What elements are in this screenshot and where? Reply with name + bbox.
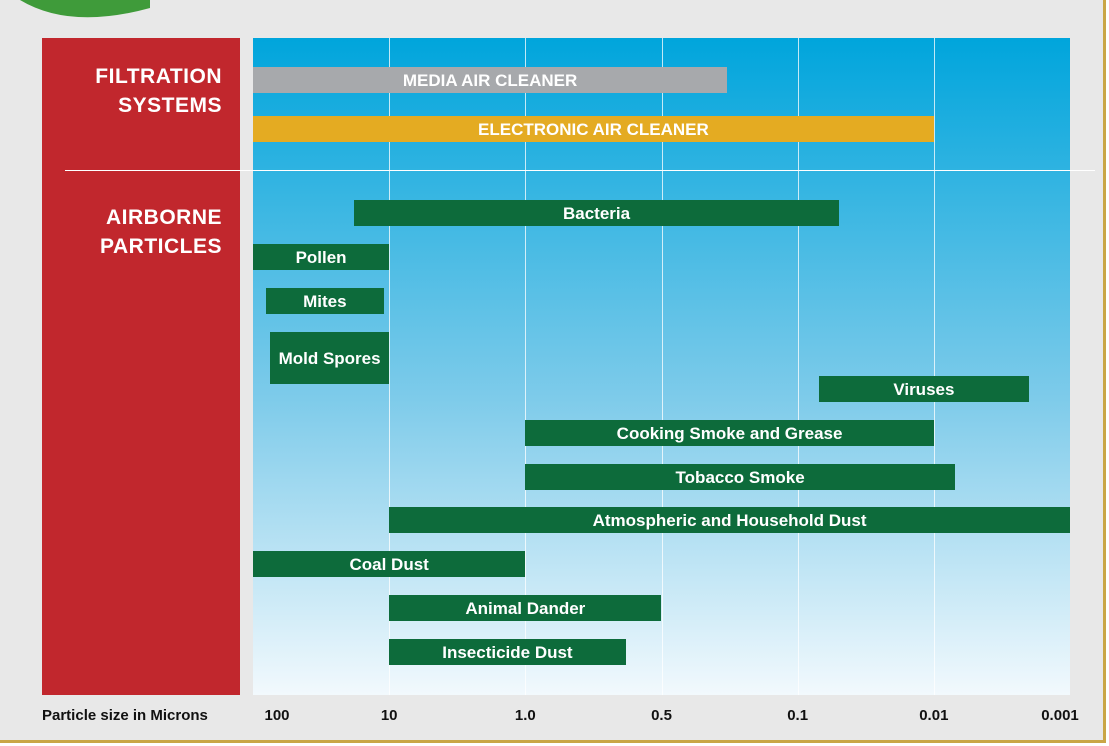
range-bar: Cooking Smoke and Grease <box>525 420 934 446</box>
grid-line <box>934 38 935 695</box>
range-bar: Atmospheric and Household Dust <box>389 507 1070 533</box>
range-bar: Viruses <box>819 376 1029 402</box>
leaf <box>0 0 160 40</box>
range-bar: Bacteria <box>354 200 838 226</box>
range-bar: Mold Spores <box>270 332 389 384</box>
x-tick-label: 100 <box>237 707 317 724</box>
group-label: AIRBORNE PARTICLES <box>60 203 222 261</box>
divider <box>65 170 1095 171</box>
range-bar: Pollen <box>253 244 389 270</box>
range-bar: ELECTRONIC AIR CLEANER <box>253 116 934 142</box>
x-tick-label: 0.1 <box>758 707 838 724</box>
x-tick-label: 0.001 <box>1020 707 1100 724</box>
range-bar: Insecticide Dust <box>389 639 626 665</box>
range-bar: Tobacco Smoke <box>525 464 955 490</box>
label-panel <box>42 38 240 695</box>
page: FILTRATION SYSTEMS AIRBORNE PARTICLES Pa… <box>0 0 1109 746</box>
leaf-shape <box>20 0 150 17</box>
x-tick-label: 1.0 <box>485 707 565 724</box>
x-tick-label: 10 <box>349 707 429 724</box>
range-bar: Coal Dust <box>253 551 525 577</box>
group-label: FILTRATION SYSTEMS <box>60 62 222 120</box>
x-axis-label: Particle size in Microns <box>42 707 208 724</box>
x-tick-label: 0.5 <box>622 707 702 724</box>
range-bar: Animal Dander <box>389 595 661 621</box>
range-bar: MEDIA AIR CLEANER <box>253 67 727 93</box>
x-tick-label: 0.01 <box>894 707 974 724</box>
range-bar: Mites <box>266 288 383 314</box>
